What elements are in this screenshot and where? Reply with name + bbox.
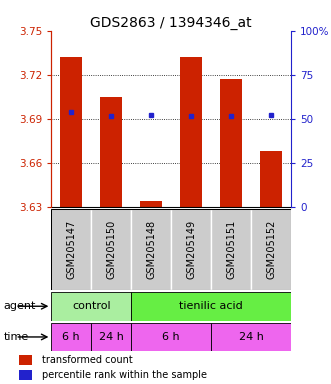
Text: 24 h: 24 h: [99, 332, 124, 342]
Bar: [260, 151, 282, 207]
Text: GSM205149: GSM205149: [186, 220, 196, 279]
Bar: [131, 209, 171, 290]
Text: agent: agent: [3, 301, 36, 311]
Text: percentile rank within the sample: percentile rank within the sample: [42, 370, 207, 380]
Bar: [211, 323, 291, 351]
Text: GSM205148: GSM205148: [146, 220, 156, 279]
Title: GDS2863 / 1394346_at: GDS2863 / 1394346_at: [90, 16, 252, 30]
Bar: [91, 323, 131, 351]
Bar: [100, 97, 122, 207]
Bar: [171, 209, 211, 290]
Bar: [51, 292, 131, 321]
Text: time: time: [3, 332, 28, 342]
Text: transformed count: transformed count: [42, 356, 132, 366]
Text: 24 h: 24 h: [239, 332, 264, 342]
Bar: [180, 57, 202, 207]
Text: GSM205151: GSM205151: [226, 220, 236, 279]
Bar: [131, 323, 211, 351]
Text: GSM205147: GSM205147: [66, 220, 76, 279]
Text: tienilic acid: tienilic acid: [179, 301, 243, 311]
Bar: [131, 292, 291, 321]
Bar: [51, 323, 91, 351]
Bar: [140, 202, 162, 207]
Text: 6 h: 6 h: [63, 332, 80, 342]
Text: GSM205152: GSM205152: [266, 220, 276, 279]
Bar: [91, 209, 131, 290]
Bar: [51, 209, 91, 290]
Text: 6 h: 6 h: [163, 332, 180, 342]
Bar: [19, 355, 32, 366]
Bar: [60, 57, 82, 207]
Bar: [211, 209, 251, 290]
Bar: [251, 209, 291, 290]
Bar: [220, 79, 242, 207]
Text: GSM205150: GSM205150: [106, 220, 116, 279]
Text: control: control: [72, 301, 111, 311]
Bar: [19, 370, 32, 380]
